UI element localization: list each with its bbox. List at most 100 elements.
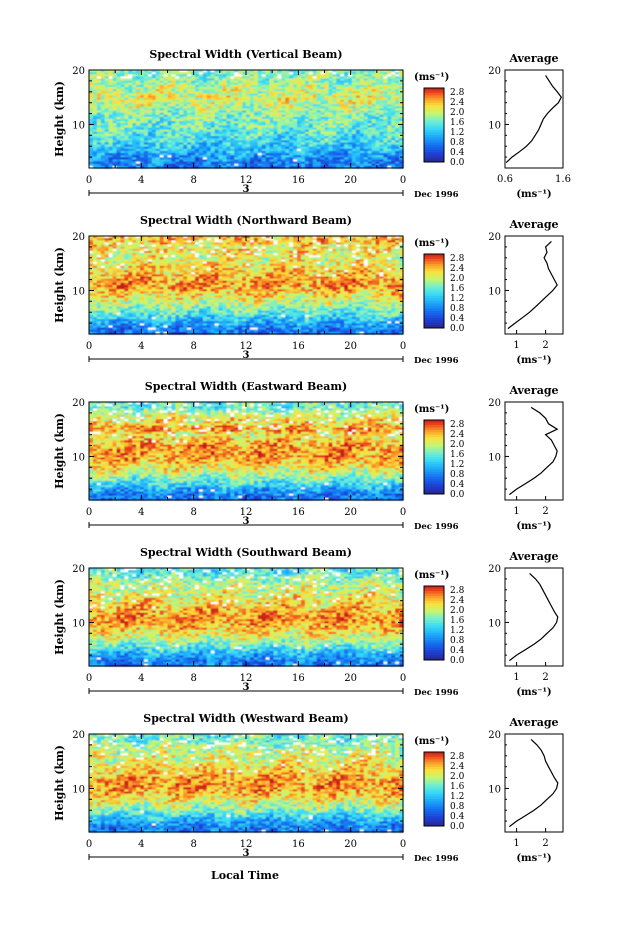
x-tick-label: 4 <box>138 839 144 850</box>
colorbar-tick-label: 2.0 <box>450 606 465 616</box>
colorbar-tick-label: 1.6 <box>450 450 465 460</box>
profile-x-label: (ms⁻¹) <box>516 521 551 532</box>
colorbar-tick-label: 1.2 <box>450 460 464 470</box>
profile-frame <box>504 235 564 335</box>
y-tick-label: 10 <box>72 618 85 629</box>
chart-title: Spectral Width (Northward Beam) <box>140 214 352 227</box>
x-tick-label: 0 <box>400 175 406 186</box>
x-tick-label: 8 <box>190 341 196 352</box>
y-tick-label: 20 <box>72 730 85 741</box>
colorbar-tick-label: 0.8 <box>450 470 465 480</box>
colorbar-tick-label: 0.8 <box>450 138 465 148</box>
colorbar-frame <box>423 87 445 163</box>
profile-x-label: (ms⁻¹) <box>516 853 551 864</box>
profile-frame <box>504 733 564 833</box>
x-tick-label: 12 <box>240 507 253 518</box>
colorbar-tick-label: 0.4 <box>450 314 465 324</box>
colorbar-tick-label: 2.8 <box>450 254 465 264</box>
chart-title: Spectral Width (Southward Beam) <box>140 546 352 559</box>
x-tick-label: 0 <box>86 839 92 850</box>
colorbar-tick-label: 0.8 <box>450 802 465 812</box>
y-axis-label: Height (km) <box>53 579 66 655</box>
colorbar-tick-label: 0.4 <box>450 812 465 822</box>
colorbar-tick-label: 1.6 <box>450 118 465 128</box>
date-label: Dec 1996 <box>414 688 459 698</box>
y-tick-label: 20 <box>72 398 85 409</box>
profile-y-tick-label: 10 <box>488 120 501 131</box>
chart-title: Spectral Width (Eastward Beam) <box>145 380 347 393</box>
y-tick-label: 20 <box>72 564 85 575</box>
heatmap-field <box>89 734 404 833</box>
profile-x-label: (ms⁻¹) <box>516 687 551 698</box>
x-tick-label: 0 <box>86 673 92 684</box>
colorbar-frame <box>423 419 445 495</box>
x-tick-label: 8 <box>190 507 196 518</box>
colorbar-frame <box>423 751 445 827</box>
x-tick-label: 16 <box>292 673 305 684</box>
heatmap-field <box>89 70 404 169</box>
colorbar <box>424 420 444 495</box>
profile-title: Average <box>508 716 558 729</box>
x-tick-label: 16 <box>292 175 305 186</box>
x-tick-label: 20 <box>344 341 357 352</box>
colorbar-tick-label: 0.0 <box>450 822 465 832</box>
x-tick-label: 12 <box>240 839 253 850</box>
x-tick-label: 0 <box>86 507 92 518</box>
colorbar-tick-label: 2.4 <box>450 596 465 606</box>
profile-line <box>505 75 563 164</box>
profile-y-tick-label: 20 <box>488 730 501 741</box>
colorbar-tick-label: 2.8 <box>450 586 465 596</box>
x-tick-label: 16 <box>292 341 305 352</box>
colorbar-tick-label: 0.4 <box>450 646 465 656</box>
colorbar-unit: (ms⁻¹) <box>414 404 449 415</box>
colorbar-tick-label: 0.8 <box>450 636 465 646</box>
date-label: Dec 1996 <box>414 854 459 864</box>
colorbar-unit: (ms⁻¹) <box>414 238 449 249</box>
colorbar-tick-label: 2.0 <box>450 772 465 782</box>
y-axis-label: Height (km) <box>53 413 66 489</box>
colorbar <box>424 88 444 163</box>
colorbar-tick-label: 2.4 <box>450 98 465 108</box>
y-axis-label: Height (km) <box>53 745 66 821</box>
colorbar-tick-label: 2.4 <box>450 430 465 440</box>
profile-line <box>509 738 559 828</box>
y-tick-label: 10 <box>72 286 85 297</box>
profile-x-tick-label: 1.6 <box>555 174 571 185</box>
profile-x-label: (ms⁻¹) <box>516 355 551 366</box>
colorbar-tick-label: 2.0 <box>450 108 465 118</box>
colorbar-tick-label: 2.0 <box>450 274 465 284</box>
x-tick-label: 0 <box>400 839 406 850</box>
x-tick-label: 12 <box>240 673 253 684</box>
profile-x-tick-label: 1 <box>513 838 519 849</box>
x-tick-label: 20 <box>344 839 357 850</box>
colorbar-unit: (ms⁻¹) <box>414 570 449 581</box>
colorbar <box>424 254 444 329</box>
panel-4: Spectral Width (Southward Beam) 10 20 Heigh… <box>53 546 564 698</box>
heatmap-field <box>89 568 404 667</box>
profile-y-tick-label: 20 <box>488 232 501 243</box>
date-label: Dec 1996 <box>414 356 459 366</box>
x-tick-label: 4 <box>138 507 144 518</box>
profile-title: Average <box>508 218 558 231</box>
profile-frame <box>504 567 564 667</box>
y-tick-label: 20 <box>72 66 85 77</box>
x-tick-label: 4 <box>138 341 144 352</box>
colorbar-tick-label: 0.0 <box>450 656 465 666</box>
colorbar-tick-label: 0.4 <box>450 480 465 490</box>
profile-x-tick-label: 2 <box>542 506 548 517</box>
x-axis-label: Local Time <box>211 869 279 882</box>
chart-title: Spectral Width (Vertical Beam) <box>149 48 342 61</box>
x-tick-label: 0 <box>400 341 406 352</box>
heatmap-field <box>89 402 404 501</box>
x-tick-label: 12 <box>240 341 253 352</box>
colorbar-tick-label: 2.8 <box>450 88 465 98</box>
profile-title: Average <box>508 52 558 65</box>
profile-y-tick-label: 10 <box>488 452 501 463</box>
profile-x-tick-label: 0.6 <box>497 174 513 185</box>
profile-frame <box>504 401 564 501</box>
profile-title: Average <box>508 384 558 397</box>
x-tick-label: 20 <box>344 175 357 186</box>
colorbar-tick-label: 2.4 <box>450 264 465 274</box>
x-tick-label: 20 <box>344 673 357 684</box>
profile-y-tick-label: 20 <box>488 564 501 575</box>
